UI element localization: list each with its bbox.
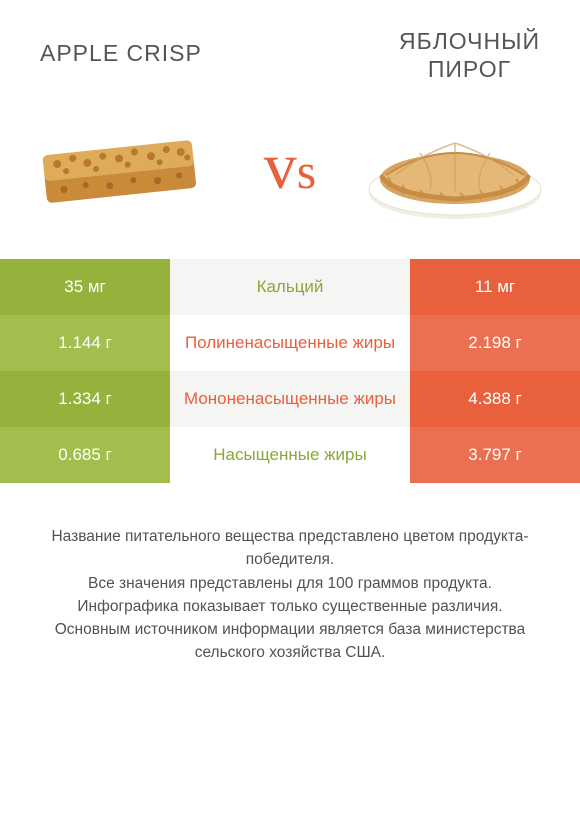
table-row: 0.685 гНасыщенные жиры3.797 г — [0, 427, 580, 483]
value-left: 35 мг — [0, 259, 170, 315]
nutrient-label: Насыщенные жиры — [170, 427, 410, 483]
food-image-right — [360, 97, 550, 237]
nutrient-label: Мононенасыщенные жиры — [170, 371, 410, 427]
value-right: 3.797 г — [410, 427, 580, 483]
value-left: 0.685 г — [0, 427, 170, 483]
food-image-left — [30, 97, 220, 237]
value-left: 1.144 г — [0, 315, 170, 371]
value-left: 1.334 г — [0, 371, 170, 427]
comparison-table: 35 мгКальций11 мг1.144 гПолиненасыщенные… — [0, 259, 580, 483]
vs-label: vs — [264, 134, 316, 200]
footer-note: Название питательного вещества представл… — [0, 483, 580, 665]
title-right: ЯБЛОЧНЫЙ ПИРОГ — [399, 28, 540, 83]
value-right: 2.198 г — [410, 315, 580, 371]
value-right: 4.388 г — [410, 371, 580, 427]
table-row: 1.334 гМононенасыщенные жиры4.388 г — [0, 371, 580, 427]
table-row: 35 мгКальций11 мг — [0, 259, 580, 315]
nutrient-label: Кальций — [170, 259, 410, 315]
table-row: 1.144 гПолиненасыщенные жиры2.198 г — [0, 315, 580, 371]
value-right: 11 мг — [410, 259, 580, 315]
title-left: APPLE CRISP — [40, 28, 202, 67]
nutrient-label: Полиненасыщенные жиры — [170, 315, 410, 371]
